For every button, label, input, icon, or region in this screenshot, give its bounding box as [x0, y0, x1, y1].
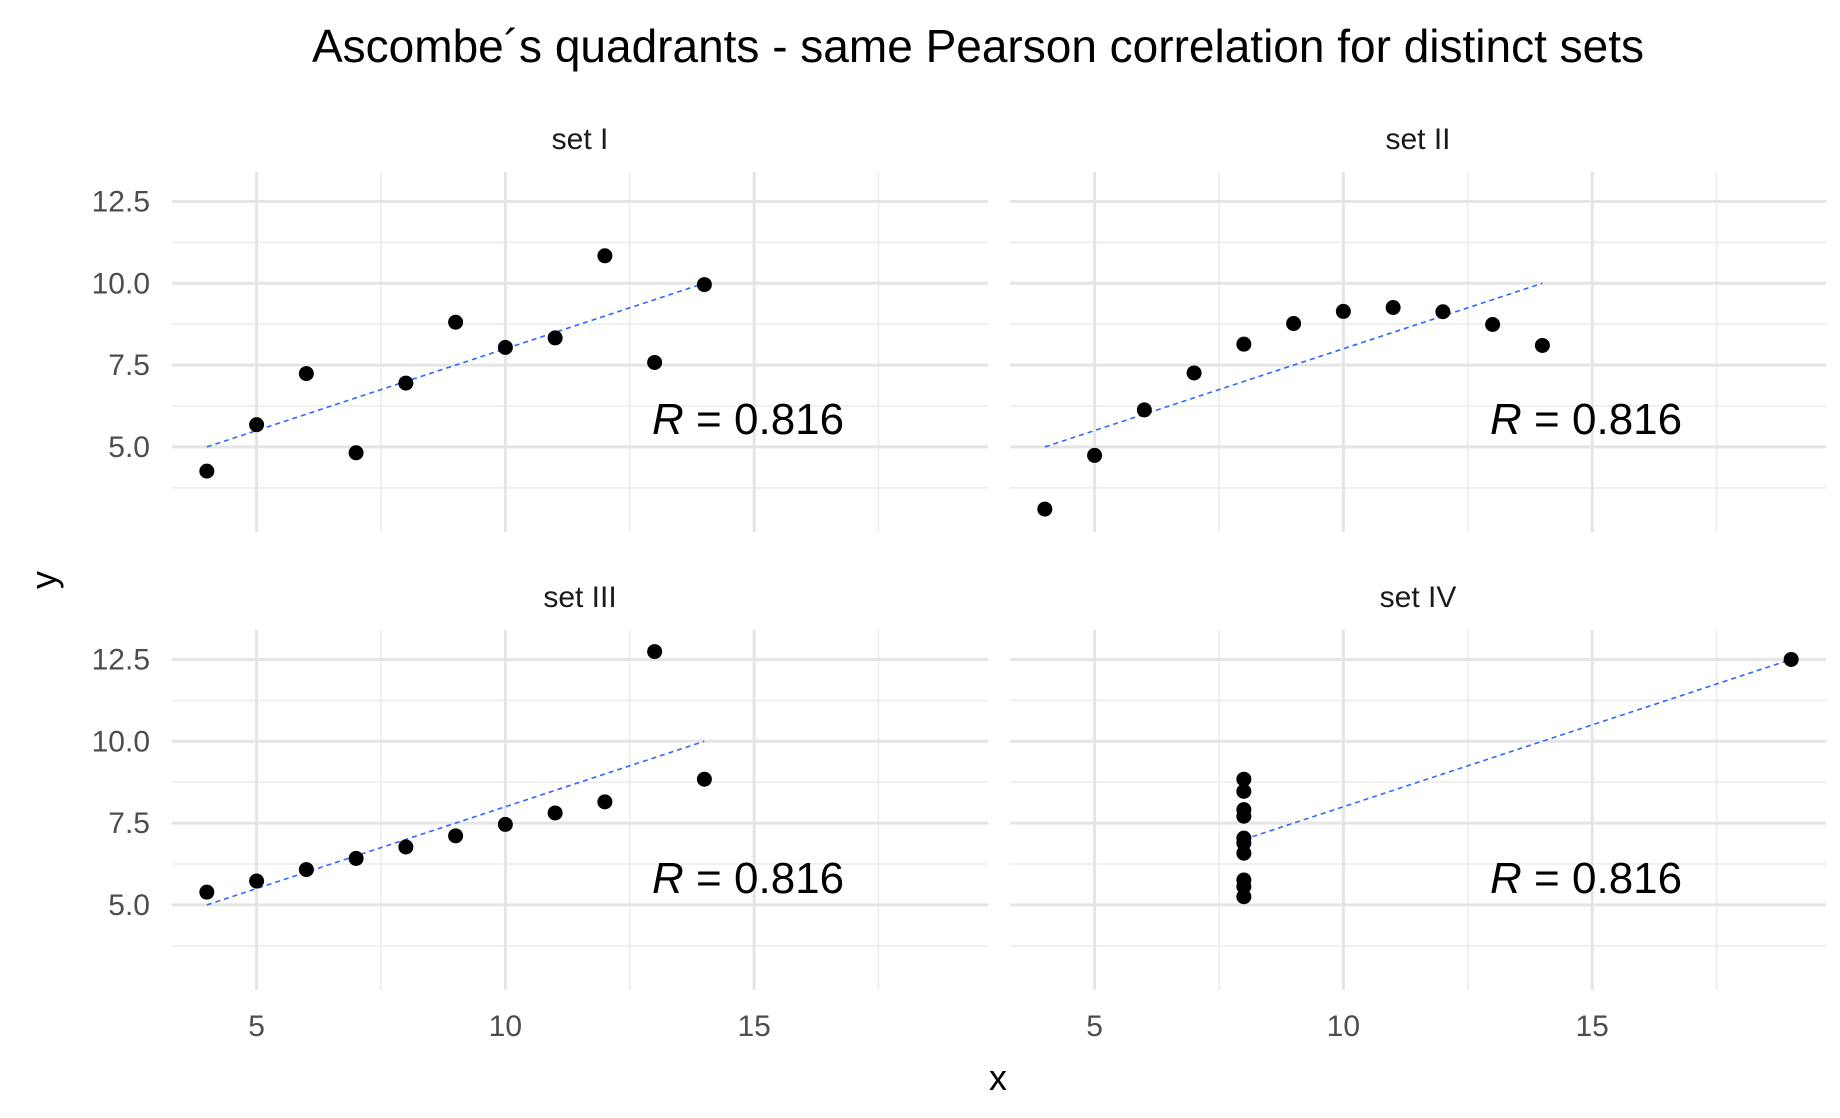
data-point [448, 314, 464, 330]
correlation-annotation: R = 0.816 [652, 395, 844, 444]
data-point [448, 828, 464, 844]
data-point [647, 354, 663, 370]
data-point [696, 771, 712, 787]
data-point [1087, 447, 1103, 463]
correlation-annotation: R = 0.816 [1490, 854, 1682, 903]
y-tick-label: 12.5 [92, 185, 150, 218]
y-axis-title: y [23, 571, 64, 589]
x-axis-ticks-left: 5 10 15 [248, 1010, 771, 1043]
annotation-value: 0.816 [1572, 854, 1682, 903]
annotation-equals: = [696, 854, 722, 903]
annotation-equals: = [1534, 854, 1560, 903]
data-point [1037, 501, 1053, 517]
data-point [1236, 783, 1252, 799]
annotation-variable: R [1490, 395, 1522, 444]
y-tick-label: 7.5 [108, 349, 150, 382]
data-point [398, 375, 414, 391]
annotation-equals: = [696, 395, 722, 444]
panel-strip-label: set II [1385, 123, 1450, 156]
data-point [497, 339, 513, 355]
annotation-value: 0.816 [1572, 395, 1682, 444]
panel-1: set I R = 0.816 [172, 123, 988, 532]
data-point [497, 816, 513, 832]
panel-strip-label: set III [543, 581, 616, 614]
data-point [1236, 771, 1252, 787]
data-point [298, 366, 314, 382]
x-tick-label: 10 [489, 1010, 522, 1043]
panel-2: set II R = 0.816 [1010, 123, 1826, 532]
x-axis-ticks-right: 5 10 15 [1086, 1010, 1609, 1043]
panel-grid [172, 172, 988, 532]
data-point [1236, 879, 1252, 895]
x-tick-label: 15 [737, 1010, 770, 1043]
annotation-value: 0.816 [734, 395, 844, 444]
y-tick-label: 7.5 [108, 807, 150, 840]
data-point [298, 862, 314, 878]
data-point [348, 850, 364, 866]
annotation-value: 0.816 [734, 854, 844, 903]
data-point [1435, 304, 1451, 320]
chart-title: Ascombe´s quadrants - same Pearson corre… [312, 20, 1644, 72]
data-point [398, 839, 414, 855]
y-axis-ticks-top: 5.0 7.5 10.0 12.5 [92, 185, 150, 463]
annotation-equals: = [1534, 395, 1560, 444]
data-point [1136, 402, 1152, 418]
panel-grid [172, 630, 988, 990]
correlation-annotation: R = 0.816 [1490, 395, 1682, 444]
data-point [1783, 651, 1799, 667]
x-tick-label: 15 [1575, 1010, 1608, 1043]
data-point [1485, 317, 1501, 333]
data-point [696, 277, 712, 293]
data-point [348, 445, 364, 461]
y-tick-label: 5.0 [108, 431, 150, 464]
annotation-variable: R [1490, 854, 1522, 903]
data-point [1335, 303, 1351, 319]
data-point [597, 248, 613, 264]
annotation-variable: R [652, 854, 684, 903]
x-axis-title: x [989, 1057, 1007, 1098]
panel-strip-label: set I [552, 123, 609, 156]
regression-fit-line [1044, 282, 1543, 448]
data-point [647, 644, 663, 660]
regression-fit-line [206, 740, 705, 906]
data-point [1385, 299, 1401, 315]
regression-fit-line [206, 282, 705, 448]
y-tick-label: 5.0 [108, 889, 150, 922]
panel-4: set IV R = 0.816 [1010, 581, 1826, 990]
data-point [1236, 336, 1252, 352]
x-tick-label: 5 [1086, 1010, 1103, 1043]
panel-grid [1010, 630, 1826, 990]
data-point [597, 794, 613, 810]
data-point [1236, 835, 1252, 851]
data-point [547, 330, 563, 346]
annotation-variable: R [652, 395, 684, 444]
data-point [1534, 337, 1550, 353]
data-point [249, 873, 265, 889]
y-axis-ticks-bottom: 5.0 7.5 10.0 12.5 [92, 643, 150, 921]
regression-fit-line [1243, 658, 1792, 841]
x-tick-label: 5 [248, 1010, 265, 1043]
x-tick-label: 10 [1327, 1010, 1360, 1043]
panel-grid [1010, 172, 1826, 532]
data-point [199, 463, 215, 479]
data-point [1186, 365, 1202, 381]
panel-strip-label: set IV [1380, 581, 1457, 614]
data-point [1286, 316, 1302, 332]
panel-3: set III R = 0.816 [172, 581, 988, 990]
y-tick-label: 12.5 [92, 643, 150, 676]
correlation-annotation: R = 0.816 [652, 854, 844, 903]
data-point [249, 417, 265, 433]
data-point [547, 805, 563, 821]
data-point [1236, 802, 1252, 818]
y-tick-label: 10.0 [92, 267, 150, 300]
data-point [199, 884, 215, 900]
y-tick-label: 10.0 [92, 725, 150, 758]
